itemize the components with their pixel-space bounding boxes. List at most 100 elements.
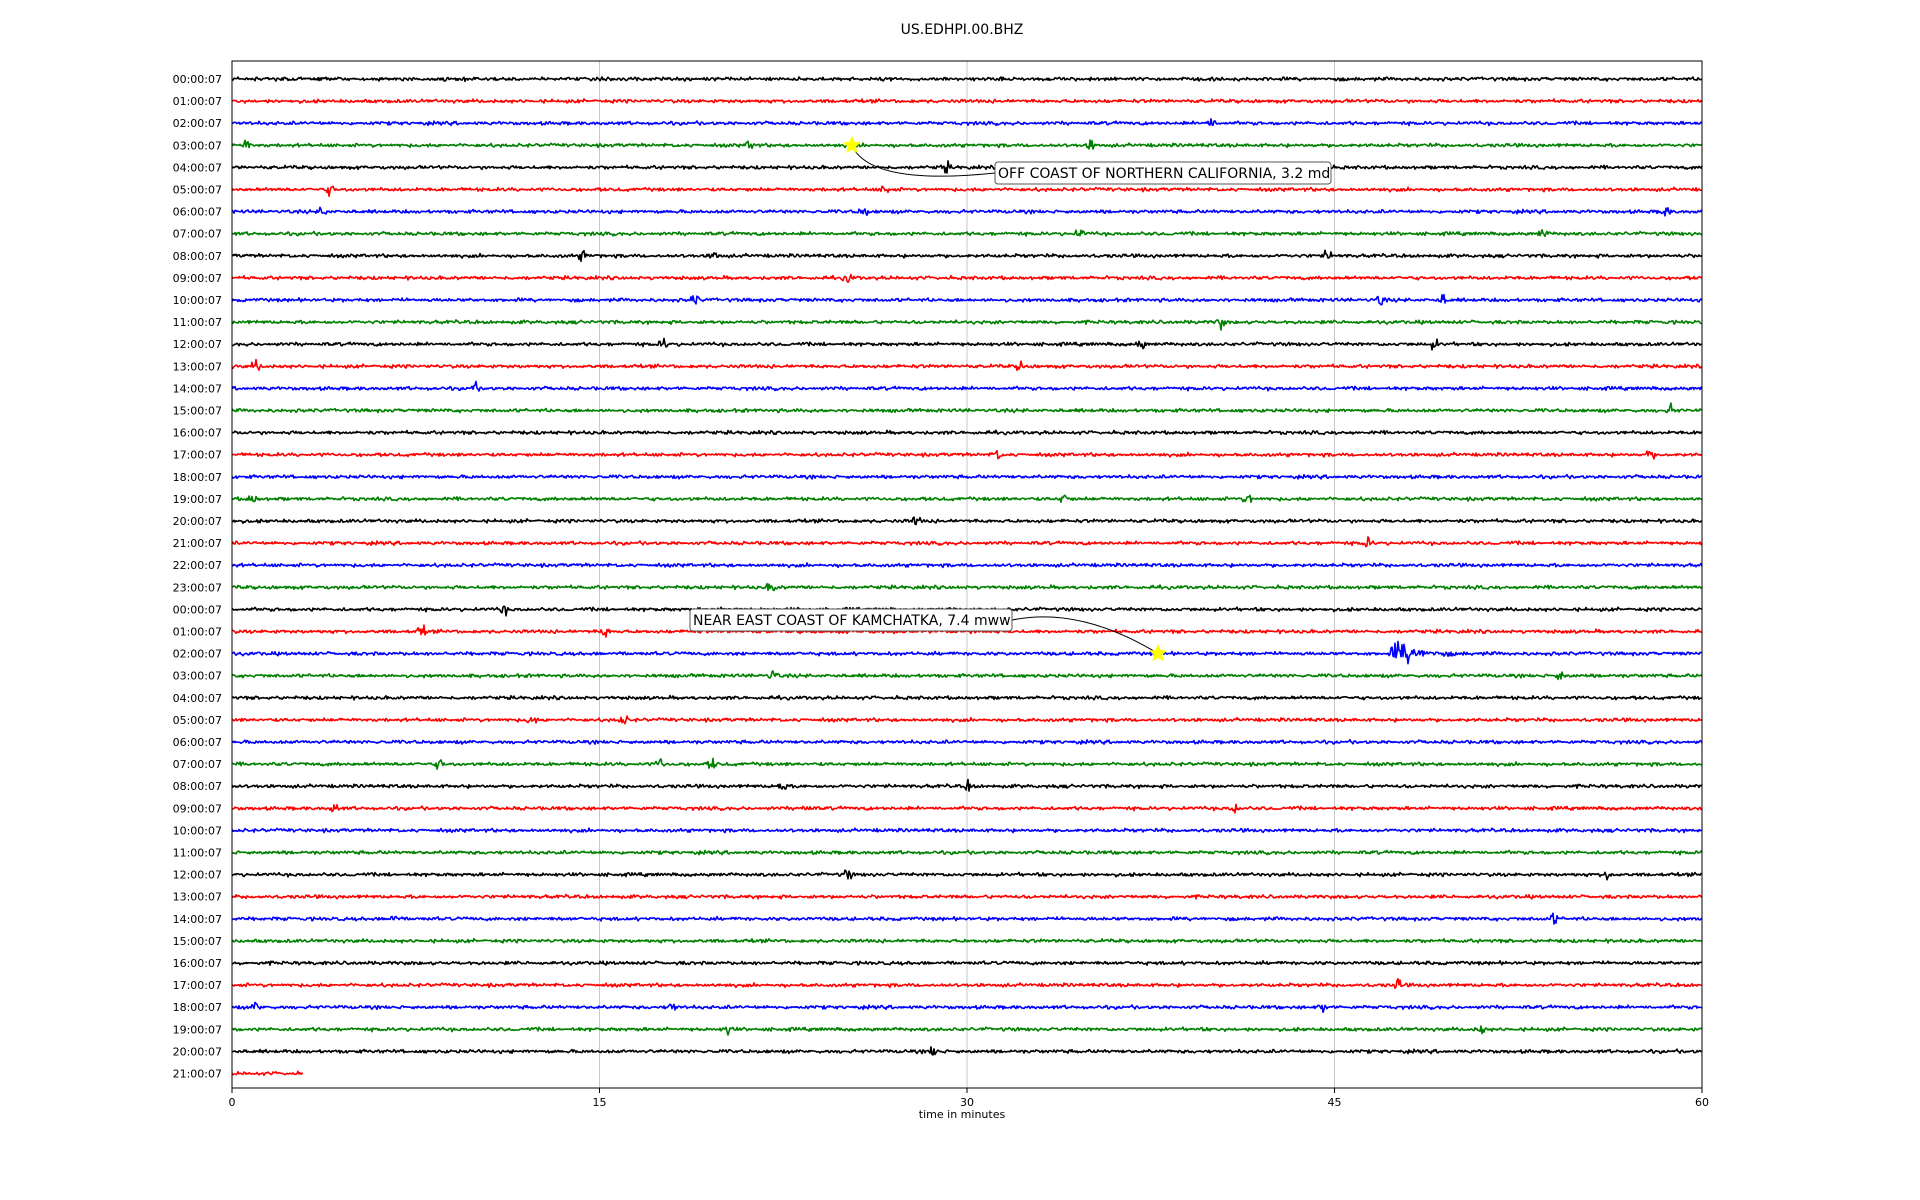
seismic-trace [231,757,1703,770]
vertical-grid [599,61,1335,1088]
hour-label: 08:00:07 [173,250,222,263]
seismic-trace [231,778,1703,792]
seismic-trace [231,803,1703,814]
hour-label: 06:00:07 [173,736,222,749]
hour-label: 14:00:07 [173,382,222,395]
seismic-trace [231,249,1703,263]
seismic-trace [231,473,1703,480]
x-tick-label: 0 [229,1096,236,1109]
chart-title: US.EDHPI.00.BHZ [901,22,1024,38]
seismic-trace [231,738,1703,745]
seismic-trace [231,494,1703,504]
hour-label: 21:00:07 [173,1068,222,1081]
event-label-box [994,161,1332,185]
hour-label: 20:00:07 [173,515,222,528]
hour-label: 03:00:07 [173,139,222,152]
hour-label: 13:00:07 [173,891,222,904]
hour-label: 13:00:07 [173,360,222,373]
event-connector [1011,616,1159,655]
hour-label: 14:00:07 [173,913,222,926]
seismic-trace [231,536,1703,548]
seismic-trace [231,76,1703,83]
hour-label: 22:00:07 [173,559,222,572]
seismic-trace [231,849,1703,856]
hour-label: 00:00:07 [173,73,222,86]
hour-label: 08:00:07 [173,780,222,793]
seismic-trace [231,562,1703,569]
hour-label: 01:00:07 [173,626,222,639]
seismic-trace [231,640,1703,665]
seismic-trace [231,912,1703,925]
hour-labels: 00:00:07 01:00:07 02:00:07 03:00:07 04:00:07… [173,73,222,1081]
hour-label: 02:00:07 [173,648,222,661]
x-tick-label: 60 [1695,1096,1709,1109]
hour-label: 12:00:07 [173,338,222,351]
seismic-trace [231,402,1703,414]
x-tick-label: 45 [1328,1096,1342,1109]
seismic-trace [231,960,1703,966]
hour-label: 11:00:07 [173,316,222,329]
seismic-trace [231,185,1703,197]
hour-label: 18:00:07 [173,1001,222,1014]
seismic-trace [231,977,1702,990]
hour-label: 23:00:07 [173,581,222,594]
seismic-trace [231,1025,1703,1036]
seismic-trace [231,293,1703,306]
hour-label: 11:00:07 [173,847,222,860]
seismic-trace [231,139,1703,150]
hour-label: 05:00:07 [173,184,222,197]
seismic-trace [231,1070,304,1077]
seismic-trace [231,229,1703,238]
x-tick-label: 15 [593,1096,607,1109]
hour-label: 19:00:07 [173,1023,222,1036]
seismic-trace [231,319,1703,331]
x-tick-label: 30 [960,1096,974,1109]
event-connector [851,145,996,177]
x-axis-label: time in minutes [919,1108,1006,1121]
hour-label: 15:00:07 [173,405,222,418]
trace-group [231,76,1703,1077]
seismic-trace [231,98,1703,105]
hour-label: 12:00:07 [173,869,222,882]
seismic-trace [231,118,1703,127]
event-label-box [689,608,1013,632]
hour-label: 15:00:07 [173,935,222,948]
hour-label: 19:00:07 [173,493,222,506]
hour-label: 09:00:07 [173,272,222,285]
seismic-trace [231,206,1703,217]
seismic-trace [231,1001,1703,1014]
hour-label: 10:00:07 [173,294,222,307]
seismic-trace [231,429,1703,436]
seismic-trace [231,937,1703,944]
hour-label: 09:00:07 [173,802,222,815]
seismic-trace [231,337,1703,351]
hour-label: 02:00:07 [173,117,222,130]
event-star-icon [842,135,862,154]
hour-label: 00:00:07 [173,603,222,616]
seismic-trace [231,1046,1703,1056]
hour-label: 07:00:07 [173,758,222,771]
seismic-trace [231,715,1703,725]
hour-label: 21:00:07 [173,537,222,550]
hour-label: 06:00:07 [173,206,222,219]
seismic-trace [231,827,1703,834]
seismic-trace [231,380,1703,392]
hour-label: 07:00:07 [173,228,222,241]
seismic-trace [231,160,1703,174]
seismic-trace [231,893,1703,900]
seismic-trace [231,694,1703,701]
seismic-trace [231,582,1703,592]
hour-label: 20:00:07 [173,1045,222,1058]
event-label: NEAR EAST COAST OF KAMCHATKA, 7.4 mww [693,613,1011,629]
hour-label: 04:00:07 [173,161,222,174]
hour-label: 05:00:07 [173,714,222,727]
hour-label: 16:00:07 [173,957,222,970]
event-annotations: OFF COAST OF NORTHERN CALIFORNIA, 3.2 md… [689,135,1332,662]
hour-label: 17:00:07 [173,979,222,992]
hour-label: 17:00:07 [173,449,222,462]
hour-label: 01:00:07 [173,95,222,108]
event-star-icon [1148,643,1168,662]
seismic-trace [231,516,1703,526]
seismic-trace [231,869,1703,881]
